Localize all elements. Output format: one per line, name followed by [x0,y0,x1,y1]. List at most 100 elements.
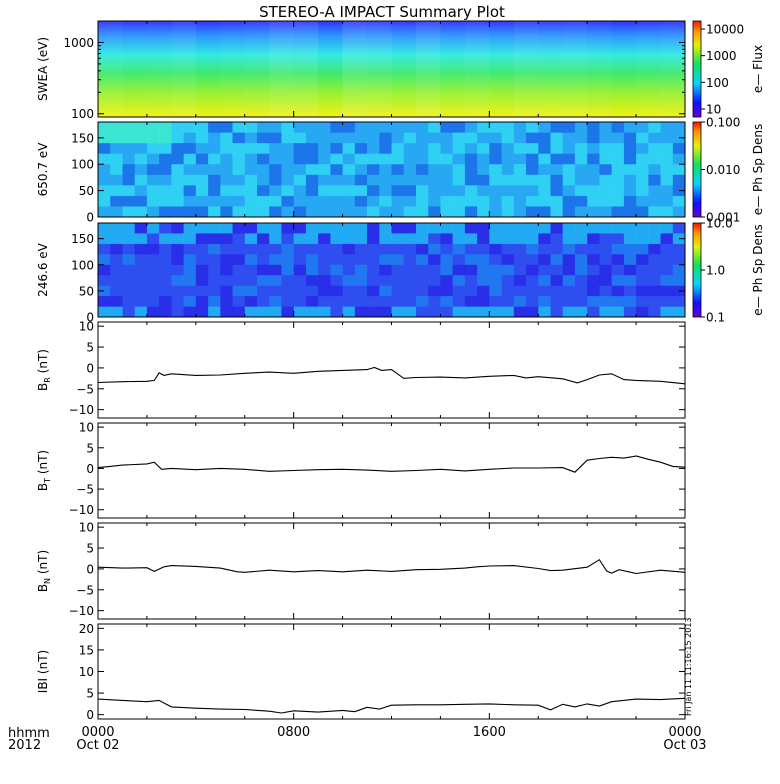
pad-cell [134,164,148,176]
pad-cell [452,306,466,318]
pad-cell [574,185,588,197]
pad-cell [293,285,307,297]
pad-cell [599,132,613,144]
pad-cell [305,174,319,186]
pad-cell [183,285,197,297]
pad-cell [489,254,502,266]
pad-cell [293,206,307,218]
pad-cell [367,285,380,297]
pad-cell [574,143,588,155]
pad-cell [648,143,661,155]
pad-cell [281,164,295,176]
swea-strip [342,21,368,117]
pad-cell [403,195,417,207]
pad-cell [110,185,123,197]
y-tick-label: −5 [76,382,94,396]
pad-cell [599,174,613,186]
pad-cell [623,223,637,234]
swea-strip [220,21,245,117]
pad-cell [110,254,123,266]
pad-cell [208,206,221,218]
pad-cell [183,306,197,318]
pad-cell [379,195,392,207]
pad-cell [171,122,185,134]
pad-cell [550,164,564,176]
pad-cell [611,275,625,287]
pad-cell [98,206,111,218]
pad-cell [257,143,270,155]
pad-cell [477,153,490,165]
pad-cell [220,122,233,134]
pad-cell [513,195,527,207]
pad-cell [195,306,209,318]
pad-cell [403,132,417,144]
y-axis-label: 246.6 eV [36,242,50,297]
pad-cell [354,122,368,134]
y-tick-label: 15 [79,643,94,657]
pad-cell [391,195,405,207]
pad-cell [513,122,527,134]
pad-cell [538,233,551,245]
pad-cell [146,285,160,297]
pad-cell [220,174,233,186]
pad-cell [489,296,502,307]
pad-cell [403,174,417,186]
pad-cell [452,132,466,144]
pad-cell [623,243,637,255]
pad-cell [550,243,564,255]
colorbar-tick-label: 0.010 [706,163,740,177]
pad-cell [257,153,270,165]
pad-cell [122,285,136,297]
pad-cell [636,143,649,155]
pad-cell [489,285,502,297]
pad-cell [110,275,123,287]
pad-cell [305,254,319,266]
pad-cell [98,174,111,186]
pad-cell [195,206,209,218]
pad-cell [562,223,576,234]
pad-cell [477,206,490,218]
pad-cell [244,206,258,218]
pad-cell [354,306,368,318]
pad-cell [440,143,454,155]
pad-cell [244,223,258,234]
pad-cell [122,122,136,134]
pad-cell [660,153,674,165]
pad-cell [477,195,490,207]
pad-cell [623,264,637,276]
pad-cell [342,143,356,155]
pad-cell [354,296,368,307]
pad-cell [538,132,551,144]
pad-cell [269,223,282,234]
pad-cell [110,195,123,207]
pad-cell [232,296,246,307]
pad-cell [587,185,600,197]
pad-cell [452,174,466,186]
heatmap-pad650 [98,122,686,218]
pad-cell [452,153,466,165]
pad-cell [574,122,588,134]
y-axis-label: IBI (nT) [36,650,50,693]
pad-cell [660,195,674,207]
pad-cell [330,306,344,318]
pad-cell [562,306,576,318]
pad-cell [672,223,686,234]
colorbar-pad650: 0.001 0.010 0.100 e— Ph Sp Dens [692,116,765,225]
pad-cell [501,143,515,155]
pad-cell [342,223,356,234]
pad-cell [318,296,331,307]
pad-cell [318,122,331,134]
pad-cell [636,153,649,165]
pad-cell [293,185,307,197]
pad-cell [134,264,148,276]
pad-cell [146,132,160,144]
pad-cell [513,264,527,276]
pad-cell [416,223,429,234]
pad-cell [379,164,392,176]
pad-cell [562,264,576,276]
pad-cell [305,233,319,245]
swea-strip [122,21,147,117]
swea-strip [269,21,294,117]
pad-cell [428,164,441,176]
